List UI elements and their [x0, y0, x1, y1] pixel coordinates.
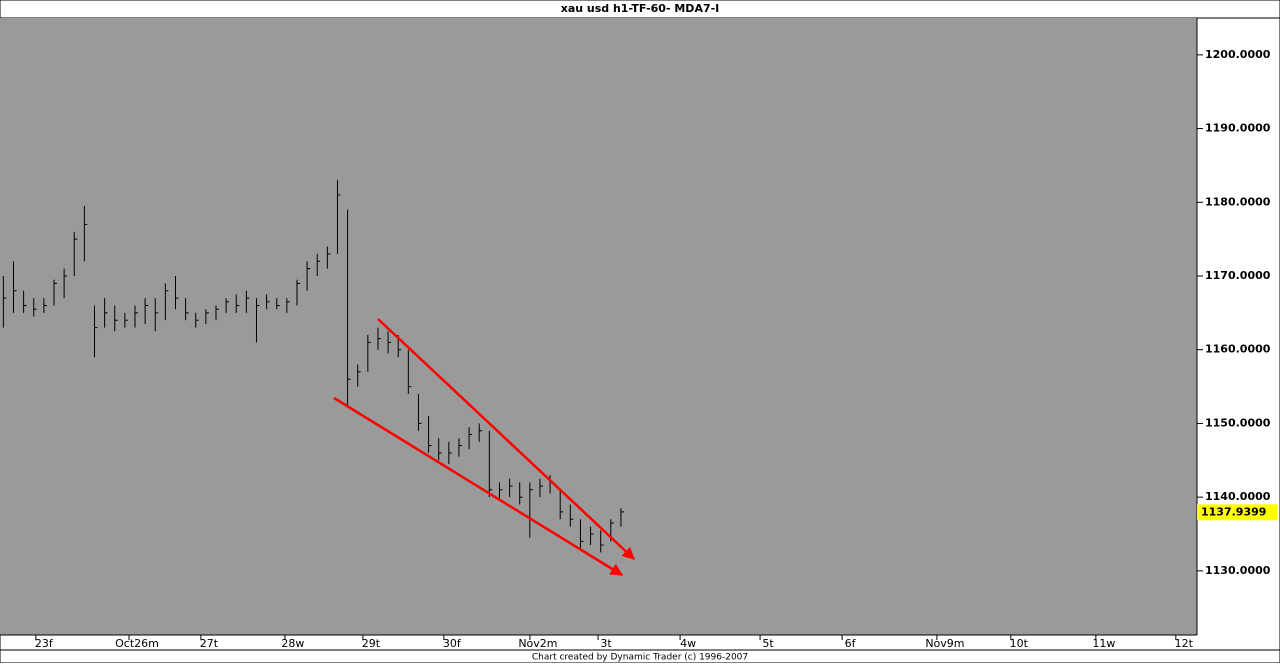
y-tick-label: 1150.0000 — [1205, 416, 1271, 429]
trend-line-upper — [377, 318, 635, 560]
x-tick-label: 5t — [762, 637, 774, 650]
x-tick-label: 12t — [1175, 637, 1194, 650]
y-tick-label: 1170.0000 — [1205, 269, 1271, 282]
x-tick-label: 28w — [281, 637, 304, 650]
x-tick-label: 10t — [1010, 637, 1029, 650]
x-tick-label: 23f — [35, 637, 54, 650]
y-tick-label: 1160.0000 — [1205, 343, 1271, 356]
x-tick-label: Oct26m — [115, 637, 159, 650]
y-tick-label: 1130.0000 — [1205, 564, 1271, 577]
y-tick-label: 1200.0000 — [1205, 48, 1271, 61]
footer: Chart created by Dynamic Trader (c) 1996… — [532, 653, 748, 663]
y-tick-label: 1140.0000 — [1205, 490, 1271, 503]
trend-line-lower — [333, 396, 624, 577]
x-tick-label: 3t — [600, 637, 612, 650]
last-price-box — [1197, 504, 1277, 521]
x-tick-label: Nov9m — [925, 637, 964, 650]
x-tick-label: 30f — [443, 637, 462, 650]
plot-area — [0, 18, 1197, 635]
x-tick-label: 4w — [680, 637, 696, 650]
y-tick-label: 1180.0000 — [1205, 195, 1271, 208]
chart-title: xau usd h1-TF-60- MDA7-I — [561, 2, 720, 15]
x-tick-label: 27t — [200, 637, 219, 650]
x-tick-label: 29t — [362, 637, 381, 650]
x-tick-label: Nov2m — [518, 637, 557, 650]
x-tick-label: 6f — [845, 637, 857, 650]
x-tick-label: 11w — [1092, 637, 1115, 650]
last-price-label: 1137.9399 — [1201, 505, 1266, 518]
y-tick-label: 1190.0000 — [1205, 122, 1271, 135]
bars — [2, 180, 624, 553]
